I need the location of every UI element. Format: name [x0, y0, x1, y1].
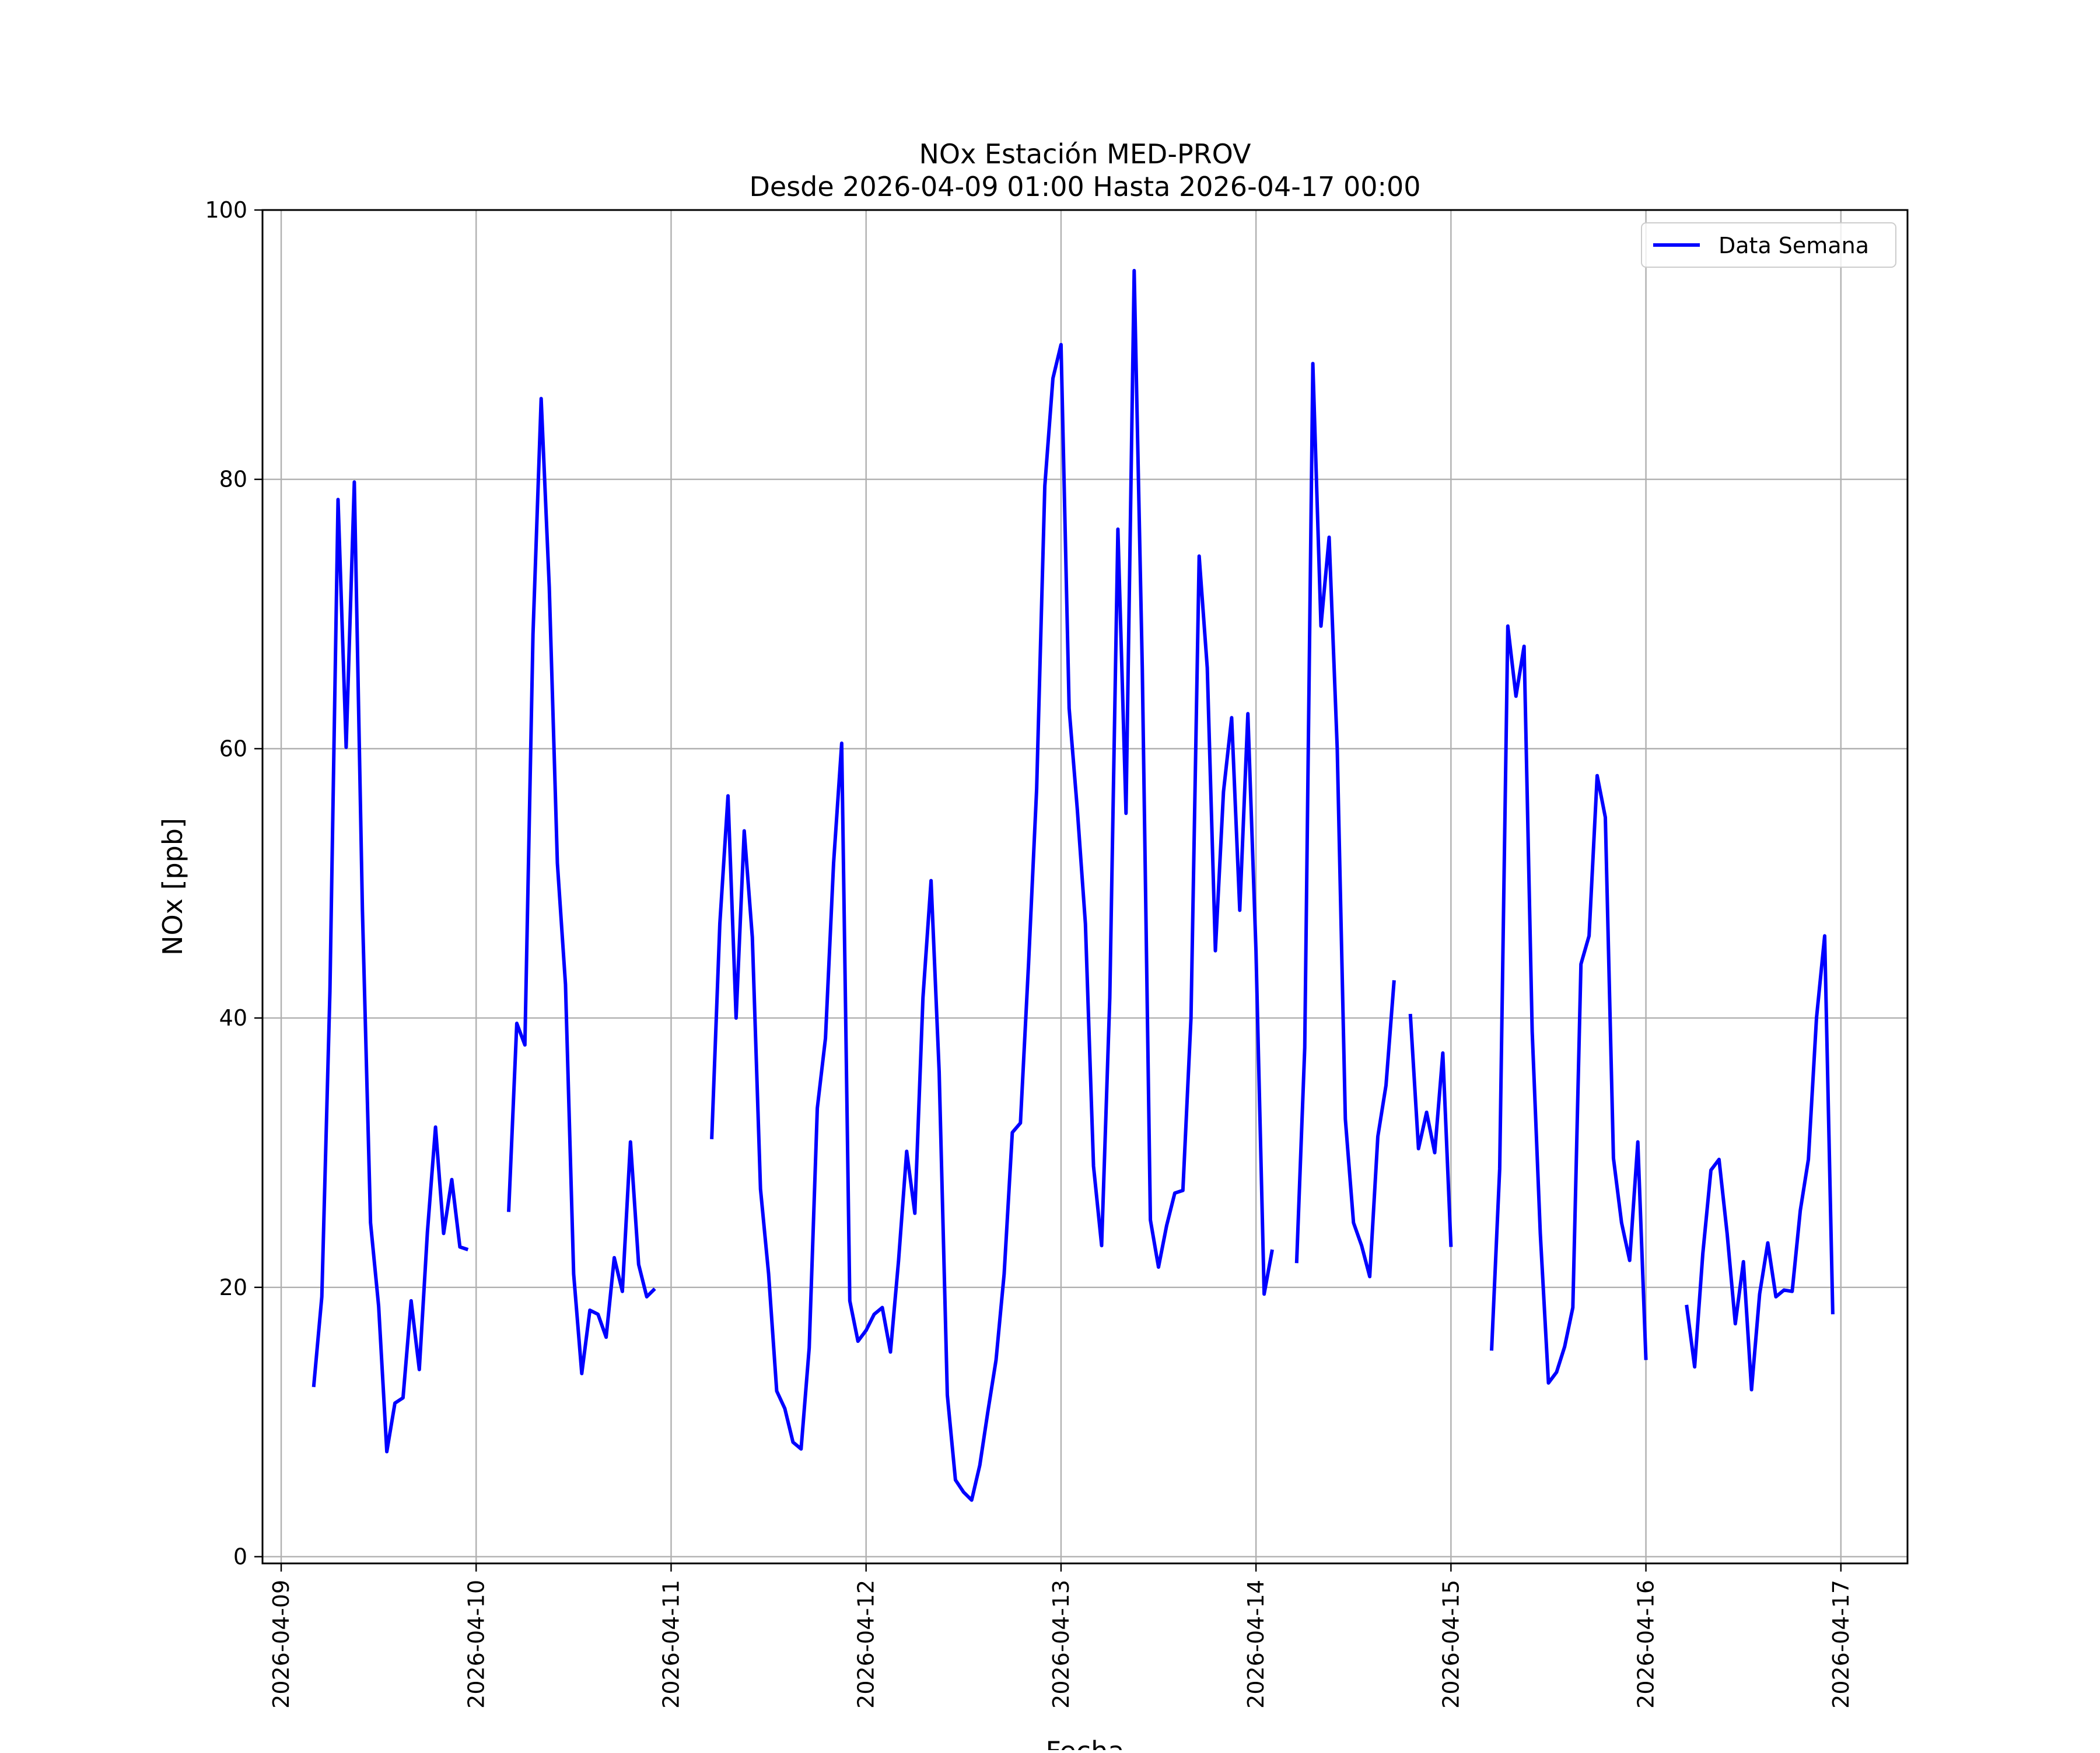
chart-title: NOx Estación MED-PROV — [919, 138, 1251, 170]
x-tick-label: 2026-04-13 — [1048, 1580, 1074, 1709]
y-tick-label: 0 — [233, 1544, 247, 1569]
plot-frame — [261, 209, 1909, 1565]
x-tick-label: 2026-04-14 — [1243, 1580, 1269, 1709]
y-tick-label: 20 — [219, 1275, 247, 1300]
y-axis-ticks: 0 20 40 60 80 100 — [205, 197, 262, 1569]
x-axis-ticks: 2026-04-09 2026-04-10 2026-04-11 2026-04-12… — [268, 1563, 1854, 1709]
x-tick-label: 2026-04-09 — [268, 1580, 294, 1709]
y-tick-label: 80 — [219, 467, 247, 492]
x-tick-label: 2026-04-10 — [463, 1580, 489, 1709]
series-layer — [312, 268, 1835, 1502]
x-tick-label: 2026-04-17 — [1828, 1580, 1854, 1709]
y-tick-label: 100 — [205, 197, 247, 223]
x-tick-label: 2026-04-15 — [1438, 1580, 1464, 1709]
x-tick-label: 2026-04-12 — [853, 1580, 879, 1709]
y-axis-label: NOx [ppb] — [157, 818, 188, 956]
x-axis-label: Fecha — [1046, 1735, 1125, 1750]
legend: Data Semana — [1641, 222, 1896, 268]
y-tick-label: 40 — [219, 1005, 247, 1031]
x-tick-label: 2026-04-16 — [1633, 1580, 1659, 1709]
chart-subtitle: Desde 2026-04-09 01:00 Hasta 2026-04-17 … — [749, 171, 1420, 202]
legend-label: Data Semana — [1718, 233, 1869, 258]
legend-box — [1641, 222, 1896, 268]
x-tick-label: 2026-04-11 — [658, 1580, 684, 1709]
series-line-0 — [312, 268, 1835, 1502]
y-tick-label: 60 — [219, 736, 247, 761]
